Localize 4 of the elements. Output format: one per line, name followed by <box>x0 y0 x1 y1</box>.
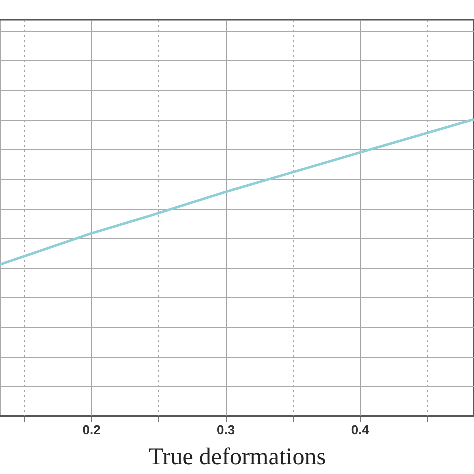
x-axis-title: True deformations <box>148 444 326 470</box>
x-tick-label: 0.2 <box>82 422 101 438</box>
x-tick-label: 0.4 <box>351 422 370 438</box>
x-tick-label: 0.3 <box>217 422 236 438</box>
